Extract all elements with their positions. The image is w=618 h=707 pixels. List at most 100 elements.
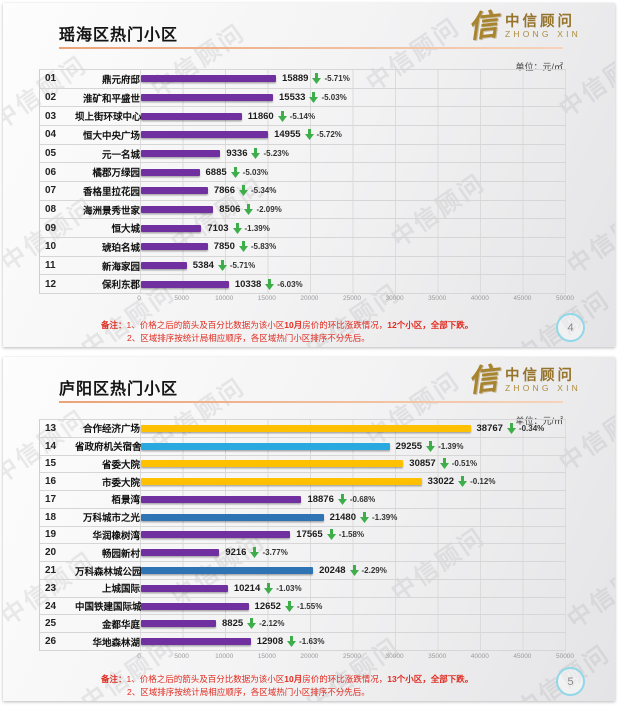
company-logo: 信 中信顾问 ZHONG XIN — [466, 7, 581, 46]
chart-row: 18 万科城市之光 21480 -1.39% — [40, 509, 566, 527]
chart-row: 03 坝上街环球中心 11860 -5.14% — [40, 107, 566, 127]
change-percent: -5.23% — [263, 149, 289, 159]
axis-tick-label: 15000 — [257, 295, 276, 302]
price-value: 8825 — [222, 618, 244, 630]
chart-row: 10 琥珀名城 7850 -5.83% — [40, 238, 566, 257]
price-value: 18876 — [307, 493, 334, 505]
price-value: 6885 — [205, 166, 227, 178]
bar-area: 17565 -1.58% — [140, 529, 566, 541]
axis-tick-label: 5000 — [174, 653, 189, 660]
price-value: 5384 — [192, 260, 214, 272]
community-name: 上城国际 — [101, 584, 140, 596]
down-arrow-icon — [309, 92, 319, 103]
unit-label: 单位：元/㎡ — [515, 62, 563, 72]
price-value: 7103 — [207, 222, 229, 234]
title-underline — [59, 47, 563, 49]
community-name: 华地森林湖 — [92, 637, 140, 649]
chart-row: 23 上城国际 10214 -1.03% — [40, 580, 566, 598]
down-arrow-icon — [360, 511, 369, 523]
chart-row: 15 省委大院 30857 -0.51% — [40, 456, 566, 474]
axis-tick-label: 30000 — [385, 295, 404, 302]
price-bar — [141, 150, 221, 158]
change-percent: -0.68% — [349, 494, 376, 504]
chart-row: 11 新海家园 5384 -5.71% — [40, 257, 566, 276]
axis-tick-label: 50000 — [555, 653, 575, 660]
down-arrow-icon — [326, 529, 336, 541]
price-value: 33022 — [427, 476, 455, 488]
change-percent: -5.03% — [242, 167, 269, 177]
title-underline — [59, 401, 563, 403]
price-bar — [141, 131, 269, 139]
change-percent: -2.09% — [256, 205, 282, 215]
price-value: 10214 — [233, 582, 261, 594]
row-number: 01 — [45, 73, 57, 85]
down-arrow-icon — [439, 458, 449, 470]
axis-tick-label: 45000 — [513, 295, 532, 302]
down-arrow-icon — [238, 241, 248, 253]
slide-yaohai: 中信顾问中信顾问中信顾问中信顾问中信顾问中信顾问中信顾问中信顾问中信顾问中信顾问… — [3, 3, 615, 347]
down-arrow-icon — [264, 582, 274, 594]
logo-wordmark: 中信顾问 ZHONG XIN — [505, 14, 581, 40]
bar-area: 7866 -5.34% — [140, 185, 566, 197]
price-value: 30857 — [409, 458, 436, 470]
change-percent: -1.58% — [338, 530, 365, 540]
community-name: 鼎元府邸 — [101, 74, 140, 86]
down-arrow-icon — [247, 618, 257, 630]
logo-company-name-en: ZHONG XIN — [504, 29, 581, 40]
change-percent: -5.72% — [316, 130, 342, 140]
row-number: 26 — [45, 636, 57, 648]
bar-area: 18876 -0.68% — [140, 493, 566, 505]
row-number: 17 — [45, 493, 57, 505]
community-name: 畅园新村 — [101, 548, 140, 560]
row-number: 11 — [45, 260, 56, 272]
price-value: 10338 — [234, 278, 262, 290]
row-number: 06 — [45, 166, 57, 178]
note-segment: 1、价格之后的箭头及百分比数据为该小区 — [126, 674, 285, 684]
row-number: 09 — [45, 222, 57, 234]
row-number: 23 — [45, 582, 57, 594]
chart-row: 06 橘郡万绿园 6885 -5.03% — [40, 163, 566, 183]
price-value: 9336 — [226, 148, 248, 160]
change-percent: -1.39% — [244, 223, 270, 233]
change-percent: -2.29% — [361, 566, 387, 575]
price-value: 38767 — [476, 422, 503, 434]
chart-row: 07 香格里拉花园 7866 -5.34% — [40, 182, 566, 201]
logo-calligraphy-icon: 信 — [466, 7, 500, 46]
price-value: 12652 — [254, 600, 281, 612]
note-line-2: 2、区域排序按统计局相应顺序，各区域热门小区排序不分先后。 — [127, 687, 370, 698]
price-bar — [141, 243, 208, 251]
x-axis: 0 5000 10000 15000 20000 25000 30000 35000 40000… — [137, 295, 574, 304]
bar-area: 10338 -6.03% — [140, 278, 566, 290]
change-percent: -5.71% — [229, 261, 256, 271]
logo-wordmark: 中信顾问 ZHONG XIN — [505, 368, 581, 394]
change-percent: -5.34% — [251, 186, 277, 196]
chart-row: 14 省政府机关宿舍 29255 -1.39% — [40, 438, 566, 456]
chart-row: 16 市委大院 33022 -0.12% — [40, 473, 566, 492]
chart-row: 25 金都华庭 8825 -2.12% — [40, 615, 566, 634]
price-bar — [141, 638, 251, 646]
down-arrow-icon — [230, 166, 240, 178]
axis-tick-label: 20000 — [300, 653, 319, 660]
chart-row: 05 元一名城 9336 -5.23% — [40, 145, 566, 164]
community-name: 恒大城 — [111, 224, 140, 236]
bar-area: 11860 -5.14% — [140, 110, 566, 122]
change-percent: -3.77% — [262, 548, 288, 558]
note-segment: 13个小区，全部下跌。 — [387, 674, 474, 684]
community-name: 保利东郡 — [101, 280, 140, 292]
price-bar — [141, 424, 471, 432]
community-name: 淮矿和平盛世 — [82, 93, 140, 105]
price-value: 17565 — [296, 529, 323, 541]
company-logo: 信 中信顾问 ZHONG XIN — [466, 362, 581, 400]
bar-area: 20248 -2.29% — [140, 565, 566, 576]
community-name: 省政府机关宿舍 — [75, 442, 142, 454]
price-bar — [141, 567, 314, 574]
price-bar — [141, 280, 229, 288]
down-arrow-icon — [244, 204, 254, 216]
down-arrow-icon — [239, 185, 248, 197]
change-percent: -6.03% — [277, 279, 303, 289]
row-number: 02 — [45, 92, 57, 103]
down-arrow-icon — [284, 600, 294, 612]
change-percent: -0.34% — [518, 423, 545, 433]
price-bar — [141, 94, 274, 101]
change-percent: -5.71% — [324, 74, 350, 84]
